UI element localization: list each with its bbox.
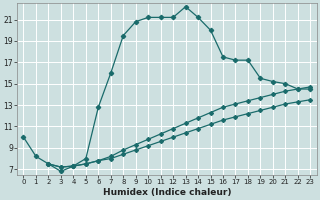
X-axis label: Humidex (Indice chaleur): Humidex (Indice chaleur) <box>103 188 231 197</box>
